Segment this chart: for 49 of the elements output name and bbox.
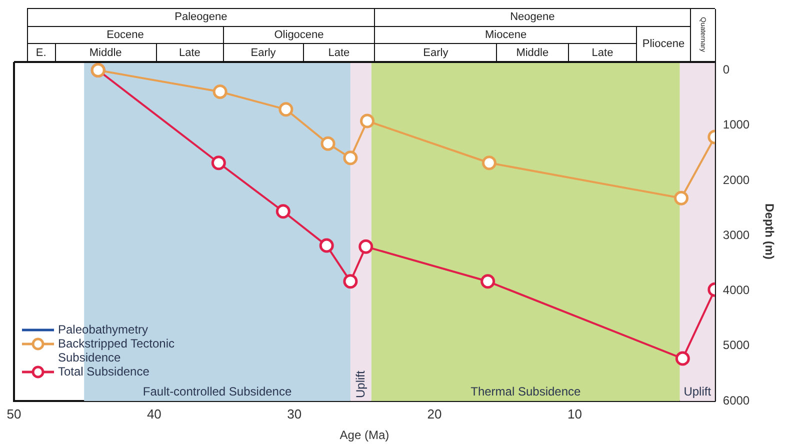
- point: [675, 351, 690, 366]
- point: [482, 156, 496, 170]
- point: [343, 274, 358, 289]
- point: [319, 238, 334, 253]
- y-tick-label: 1000: [722, 118, 750, 132]
- text: Early: [423, 46, 448, 59]
- legend-label: Total Subsidence: [58, 364, 150, 378]
- text: Miocene: [484, 28, 527, 41]
- text: E.: [36, 46, 46, 59]
- point: [212, 84, 228, 100]
- text: Eocene: [106, 28, 144, 41]
- point: [358, 239, 374, 254]
- x-tick-label: 20: [427, 406, 442, 422]
- x-axis-title: Age (Ma): [340, 428, 390, 442]
- y-tick-label: 4000: [722, 283, 750, 298]
- text: Neogene: [510, 11, 555, 24]
- text: Middle: [516, 46, 549, 59]
- text: Early: [250, 46, 276, 59]
- y-axis-title: Depth (m): [762, 204, 776, 260]
- text: Late: [178, 46, 200, 59]
- y-tick-label: 6000: [722, 393, 750, 408]
- y-tick-label: 5000: [722, 338, 750, 352]
- band-label: Uplift: [353, 370, 368, 398]
- point: [360, 114, 375, 128]
- text: Late: [328, 46, 350, 59]
- point: [320, 136, 336, 151]
- x-tick-label: 30: [287, 406, 302, 422]
- point: [211, 156, 226, 170]
- x-tick-label: 40: [146, 406, 162, 422]
- text: Oligocene: [274, 28, 324, 41]
- y-tick-label: 3000: [722, 228, 750, 242]
- point: [276, 204, 290, 219]
- band-label: Fault-controlled Subsidence: [142, 384, 292, 398]
- text: Middle: [89, 46, 122, 59]
- legend-label: Paleobathymetry: [58, 322, 148, 336]
- y-tick-label: 2000: [722, 172, 750, 187]
- legend-label: Backstripped Tectonic Subsidence: [58, 336, 175, 364]
- point: [674, 190, 689, 206]
- y-tick-label: 0: [722, 62, 730, 77]
- band-label: Uplift: [684, 384, 712, 398]
- point: [343, 150, 358, 166]
- point: [480, 274, 496, 289]
- x-tick-label: 10: [567, 406, 582, 422]
- point: [278, 102, 294, 117]
- text: Late: [592, 46, 614, 59]
- text: Pliocene: [642, 38, 685, 50]
- band-label: Thermal Subsidence: [470, 384, 582, 398]
- x-tick-label: 50: [6, 406, 22, 422]
- text: Paleogene: [174, 11, 228, 24]
